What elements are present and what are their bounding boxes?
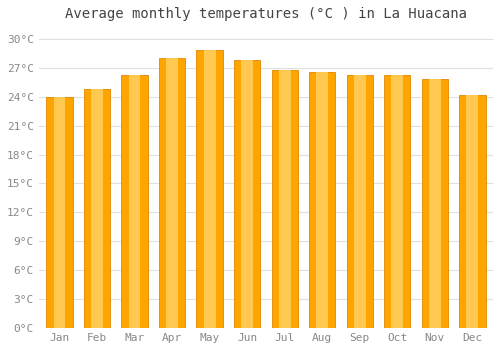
Bar <box>54 97 66 328</box>
Bar <box>122 75 148 328</box>
Bar <box>316 71 328 328</box>
Bar <box>429 79 441 328</box>
Bar <box>234 60 260 328</box>
Bar <box>279 70 290 328</box>
Title: Average monthly temperatures (°C ) in La Huacana: Average monthly temperatures (°C ) in La… <box>65 7 467 21</box>
Bar <box>84 89 110 328</box>
Bar <box>466 94 478 328</box>
Bar <box>384 75 410 328</box>
Bar <box>354 75 366 328</box>
Bar <box>346 75 373 328</box>
Bar <box>392 75 403 328</box>
Bar <box>128 75 140 328</box>
Bar <box>460 94 485 328</box>
Bar <box>159 58 185 328</box>
Bar <box>166 58 178 328</box>
Bar <box>204 50 216 328</box>
Bar <box>309 71 336 328</box>
Bar <box>272 70 298 328</box>
Bar <box>196 50 223 328</box>
Bar <box>91 89 103 328</box>
Bar <box>422 79 448 328</box>
Bar <box>241 60 253 328</box>
Bar <box>46 97 72 328</box>
